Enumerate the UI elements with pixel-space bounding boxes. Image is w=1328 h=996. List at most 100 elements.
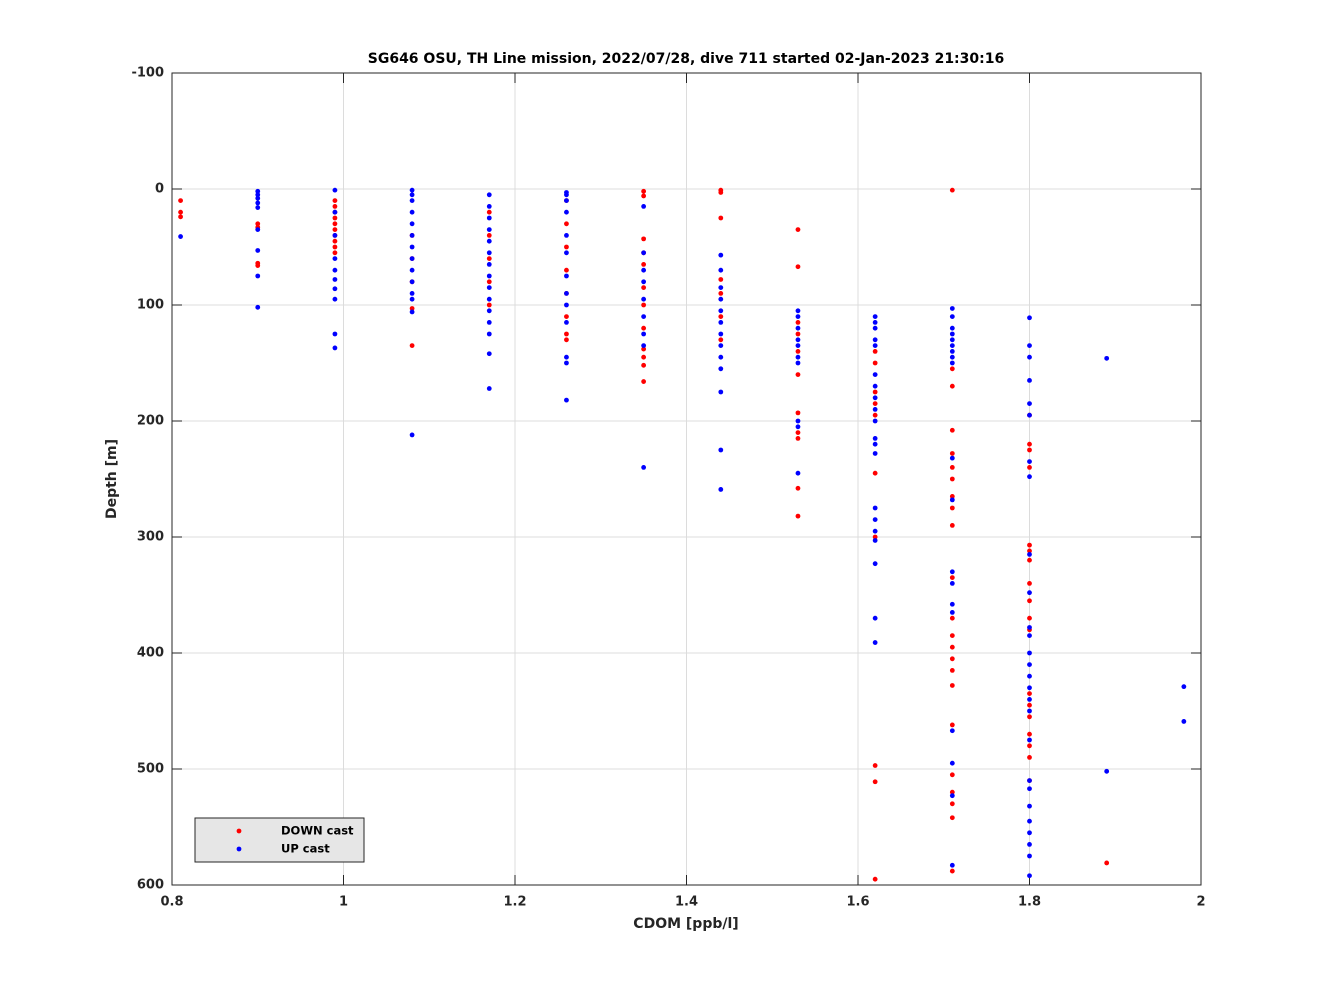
data-point bbox=[872, 763, 878, 768]
data-point bbox=[795, 513, 801, 519]
data-point bbox=[872, 325, 878, 331]
data-point bbox=[795, 308, 801, 314]
data-point bbox=[486, 296, 492, 302]
data-point bbox=[872, 538, 878, 543]
data-point bbox=[872, 470, 878, 476]
data-point bbox=[332, 227, 338, 233]
data-point bbox=[564, 360, 569, 366]
data-point bbox=[641, 314, 647, 319]
data-point bbox=[872, 314, 878, 319]
data-point bbox=[564, 273, 569, 279]
data-point bbox=[872, 412, 878, 418]
y-tick-label: 600 bbox=[137, 878, 164, 893]
data-point bbox=[641, 250, 647, 256]
data-point bbox=[332, 331, 338, 337]
data-point bbox=[795, 354, 801, 360]
data-point bbox=[409, 233, 415, 238]
data-point bbox=[255, 200, 261, 206]
data-point bbox=[564, 209, 569, 215]
data-point bbox=[332, 277, 338, 282]
data-point bbox=[1027, 697, 1032, 702]
data-point bbox=[332, 215, 338, 221]
y-axis-label: Depth [m] bbox=[104, 439, 120, 519]
data-point bbox=[641, 362, 647, 368]
data-point bbox=[1027, 714, 1032, 720]
legend-box bbox=[194, 817, 365, 863]
data-point bbox=[564, 302, 569, 308]
data-point bbox=[718, 343, 724, 348]
data-point bbox=[1027, 755, 1032, 760]
data-point bbox=[255, 304, 261, 310]
data-point bbox=[872, 561, 878, 567]
data-point bbox=[949, 523, 955, 528]
data-point bbox=[1027, 803, 1032, 809]
data-point bbox=[1027, 315, 1032, 321]
data-point bbox=[641, 193, 647, 199]
data-point bbox=[1027, 633, 1032, 638]
data-point bbox=[1027, 662, 1032, 667]
data-point bbox=[872, 360, 878, 366]
data-point bbox=[255, 205, 261, 210]
data-point bbox=[255, 273, 261, 279]
data-point bbox=[486, 331, 492, 337]
y-tick-label: 0 bbox=[155, 182, 164, 197]
x-tick-label: 1 bbox=[339, 895, 348, 910]
data-point bbox=[949, 656, 955, 662]
data-point bbox=[795, 424, 801, 430]
data-point bbox=[872, 505, 878, 511]
data-point bbox=[949, 868, 955, 874]
data-point bbox=[1027, 412, 1032, 418]
y-tick-label: 500 bbox=[137, 762, 164, 777]
data-point bbox=[1027, 598, 1032, 604]
data-point bbox=[1027, 842, 1032, 847]
data-point bbox=[332, 233, 338, 238]
data-point bbox=[255, 227, 261, 233]
data-point bbox=[872, 401, 878, 406]
data-point bbox=[255, 192, 261, 198]
data-point bbox=[1181, 719, 1187, 724]
data-point bbox=[486, 351, 492, 357]
data-point bbox=[332, 256, 338, 261]
y-tick-label: 400 bbox=[137, 646, 164, 661]
data-point bbox=[949, 760, 955, 766]
data-point bbox=[949, 383, 955, 389]
data-point bbox=[332, 204, 338, 209]
data-point bbox=[718, 190, 724, 195]
data-point bbox=[641, 267, 647, 273]
data-point bbox=[949, 801, 955, 807]
data-point bbox=[872, 407, 878, 412]
data-point bbox=[795, 470, 801, 476]
x-tick-label: 1.2 bbox=[503, 895, 526, 910]
data-point bbox=[718, 337, 724, 343]
data-point bbox=[949, 728, 955, 734]
data-point bbox=[486, 256, 492, 261]
data-point bbox=[255, 248, 261, 253]
data-point bbox=[641, 296, 647, 302]
data-point bbox=[1181, 684, 1187, 690]
x-tick-label: 2 bbox=[1196, 895, 1205, 910]
data-point bbox=[641, 188, 647, 194]
data-point bbox=[332, 286, 338, 292]
data-point bbox=[641, 379, 647, 384]
data-point bbox=[872, 615, 878, 621]
data-point bbox=[872, 876, 878, 882]
data-point bbox=[564, 314, 569, 319]
data-point bbox=[1027, 685, 1032, 691]
data-point bbox=[1027, 474, 1032, 480]
legend-label: UP cast bbox=[281, 842, 330, 856]
series bbox=[178, 187, 1187, 879]
data-point bbox=[718, 447, 724, 453]
data-point bbox=[949, 772, 955, 778]
data-point bbox=[795, 331, 801, 337]
data-point bbox=[1027, 708, 1032, 714]
data-point bbox=[1027, 590, 1032, 596]
data-point bbox=[718, 308, 724, 314]
data-point bbox=[872, 534, 878, 540]
data-point bbox=[795, 418, 801, 424]
data-point bbox=[1027, 853, 1032, 859]
data-point bbox=[718, 487, 724, 492]
data-point bbox=[718, 354, 724, 360]
data-point bbox=[949, 427, 955, 433]
data-point bbox=[949, 360, 955, 366]
